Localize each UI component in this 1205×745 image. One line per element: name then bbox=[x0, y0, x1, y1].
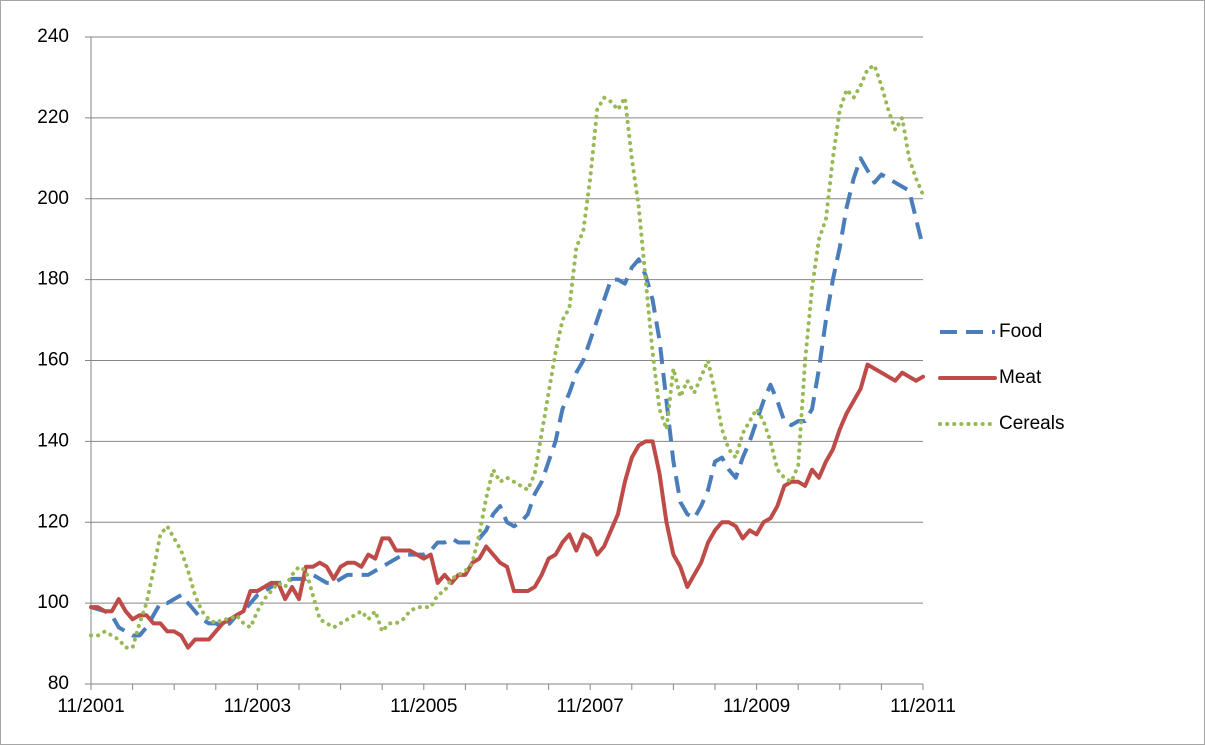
y-tick-label: 140 bbox=[37, 430, 69, 451]
x-tick-label: 11/2011 bbox=[890, 696, 956, 717]
series-line bbox=[89, 362, 925, 650]
legend-label: Meat bbox=[999, 367, 1042, 388]
legend-label: Food bbox=[999, 321, 1042, 342]
x-tick-label: 11/2005 bbox=[390, 696, 457, 717]
x-tick-label: 11/2003 bbox=[224, 696, 291, 717]
series-line bbox=[89, 63, 925, 650]
legend-label: Cereals bbox=[999, 413, 1064, 434]
y-tick-label: 120 bbox=[37, 511, 69, 532]
series-line bbox=[90, 156, 925, 638]
x-tick-label: 11/2009 bbox=[723, 696, 790, 717]
y-tick-label: 160 bbox=[37, 350, 69, 371]
y-tick-label: 100 bbox=[37, 592, 69, 613]
x-tick-label: 11/2001 bbox=[57, 696, 124, 717]
y-tick-label: 80 bbox=[48, 673, 69, 694]
x-tick-label: 11/2007 bbox=[557, 696, 624, 717]
y-tick-label: 220 bbox=[37, 107, 69, 128]
y-tick-label: 180 bbox=[37, 269, 69, 290]
y-tick-label: 240 bbox=[37, 26, 69, 47]
y-tick-label: 200 bbox=[37, 188, 69, 209]
